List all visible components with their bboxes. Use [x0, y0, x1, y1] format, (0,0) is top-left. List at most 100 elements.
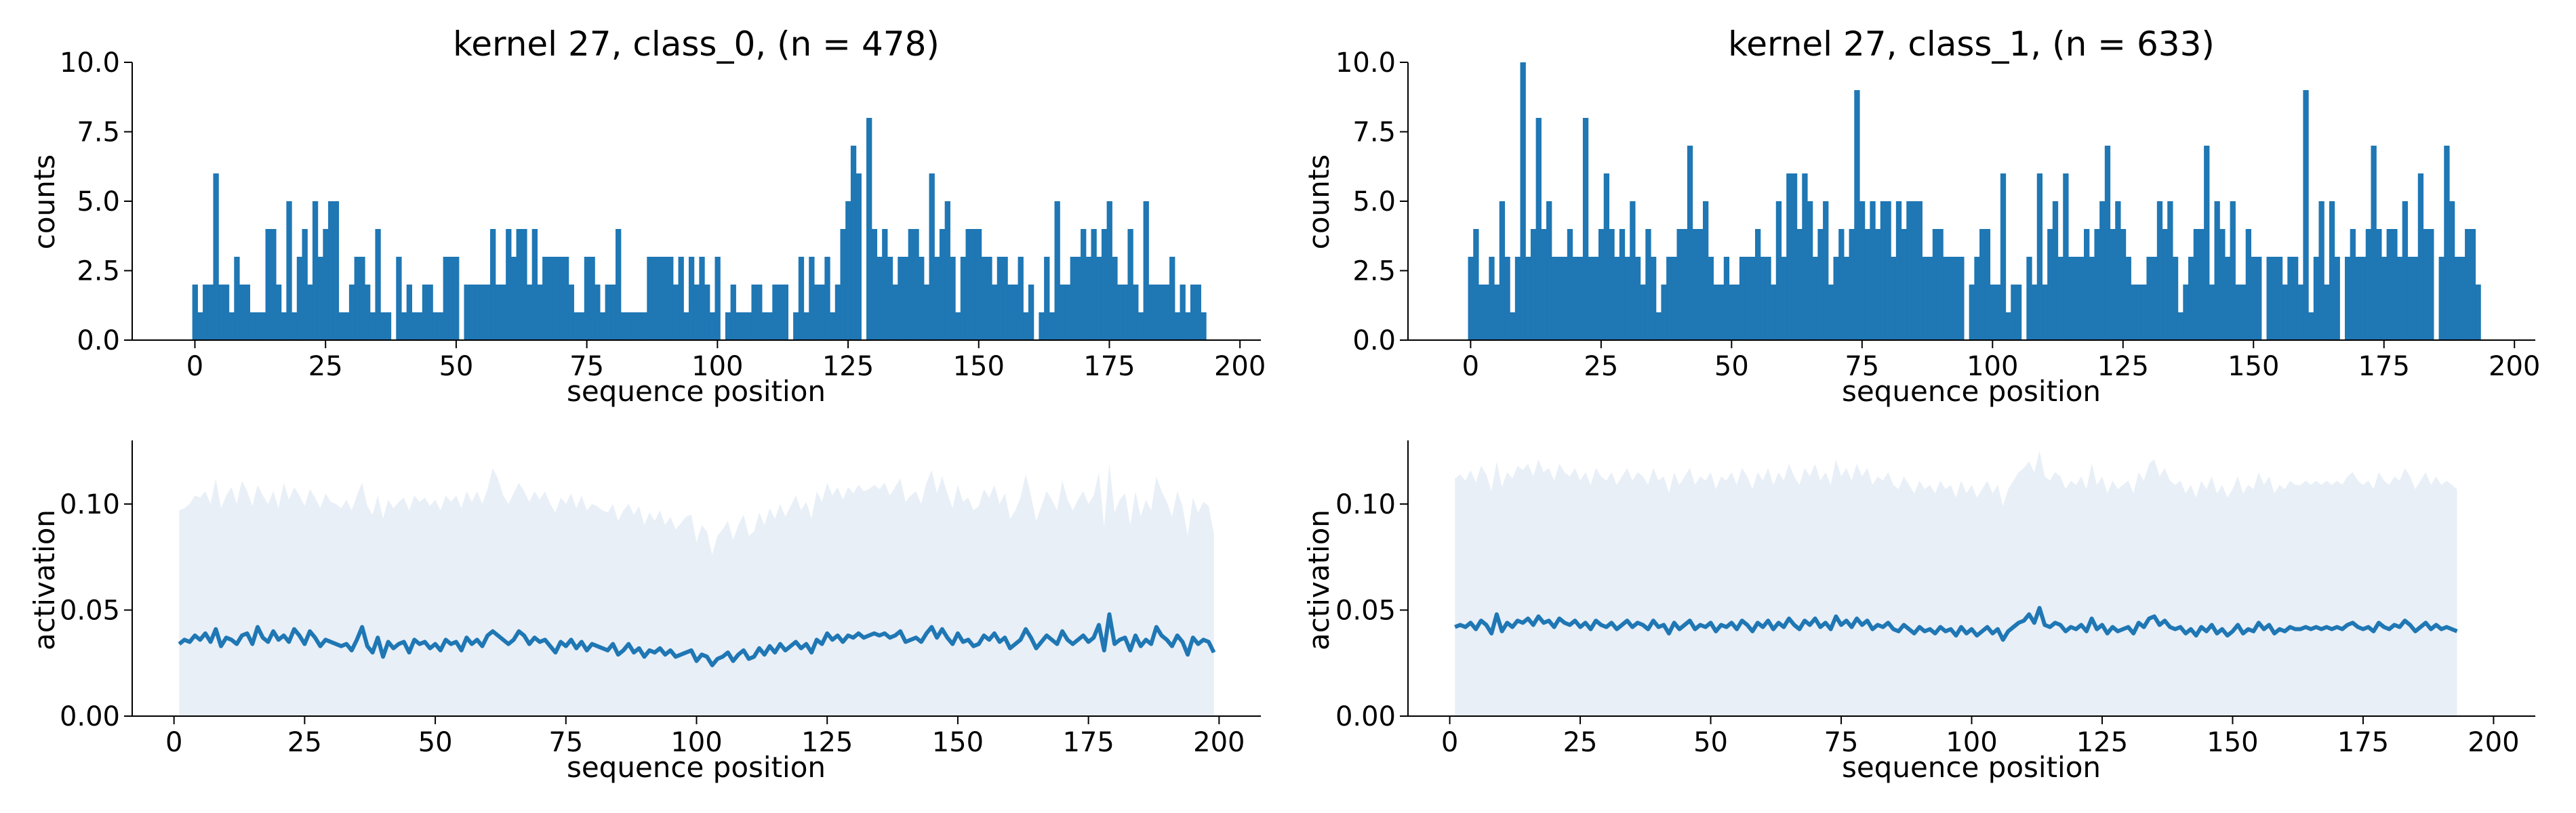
bar	[887, 257, 893, 340]
x-axis-label: sequence position	[567, 751, 826, 784]
bar	[688, 257, 695, 340]
bar	[834, 285, 841, 340]
bar	[662, 257, 668, 340]
bar	[651, 257, 658, 340]
bar	[344, 312, 350, 340]
bar	[2423, 229, 2429, 340]
x-axis-label: sequence position	[1842, 751, 2101, 784]
bar	[2292, 257, 2299, 340]
bar	[2000, 173, 2007, 340]
bar	[693, 285, 700, 340]
bar	[986, 257, 992, 340]
bar	[1577, 257, 1584, 340]
y-tick-label: 0.10	[1335, 489, 1396, 520]
bar	[568, 285, 574, 340]
y-axis-label: counts	[1302, 154, 1335, 249]
bar	[777, 285, 784, 340]
bar	[385, 312, 392, 340]
bar	[736, 312, 742, 340]
bar	[1922, 257, 1928, 340]
bar	[485, 285, 491, 340]
x-tick-label: 100	[1967, 351, 2018, 382]
bar	[2052, 201, 2059, 340]
bar	[1201, 312, 1207, 340]
bar	[2438, 257, 2444, 340]
bar	[803, 312, 809, 340]
bar	[2454, 257, 2460, 340]
bar	[1765, 257, 1771, 340]
bar	[417, 312, 423, 340]
bar	[1750, 257, 1756, 340]
x-tick-label: 125	[2076, 727, 2128, 758]
bar	[1702, 201, 1709, 340]
bar	[296, 257, 303, 340]
bar	[1002, 257, 1008, 340]
bar	[348, 285, 355, 340]
bar	[902, 257, 909, 340]
bar	[1979, 229, 1986, 340]
bar	[338, 312, 344, 340]
bar	[1682, 229, 1688, 340]
activation-class-0: sequence position activation 0 25 50 75 100 1…	[28, 440, 1261, 784]
bar	[1551, 257, 1558, 340]
bar	[1901, 229, 1907, 340]
band-area	[179, 463, 1214, 716]
bar	[2428, 229, 2434, 340]
bar	[286, 201, 292, 340]
bar	[1812, 257, 1818, 340]
bar	[1483, 285, 1489, 340]
bar	[406, 285, 412, 340]
bar	[1875, 229, 1881, 340]
bar	[552, 257, 559, 340]
bar	[1885, 201, 1891, 340]
y-tick-label: 0.00	[60, 701, 120, 732]
bar	[260, 312, 266, 340]
bar	[333, 201, 340, 340]
bar	[1932, 229, 1939, 340]
bar	[2470, 229, 2476, 340]
x-tick-label: 100	[1946, 727, 1997, 758]
bar	[2104, 146, 2111, 340]
bar	[2276, 257, 2283, 340]
bar	[715, 257, 721, 340]
bar	[2193, 229, 2200, 340]
bar	[761, 312, 768, 340]
x-tick-label: 0	[186, 351, 203, 382]
bar	[1112, 257, 1118, 340]
bar	[474, 285, 481, 340]
bar	[2026, 257, 2032, 340]
x-tick-label: 150	[932, 727, 984, 758]
bar	[746, 312, 752, 340]
bar	[2287, 257, 2293, 340]
bar	[1195, 285, 1201, 340]
x-tick-label: 150	[2228, 351, 2279, 382]
bar	[1012, 285, 1019, 340]
bar	[1556, 257, 1563, 340]
bar	[981, 257, 987, 340]
bar	[411, 312, 418, 340]
bar	[2413, 257, 2419, 340]
bar	[2272, 257, 2278, 340]
bar	[302, 229, 308, 340]
bar	[2324, 285, 2330, 340]
bar	[2136, 285, 2142, 340]
series-line	[1454, 606, 2458, 642]
bar	[479, 285, 485, 340]
x-tick-label: 0	[1441, 727, 1458, 758]
bar	[2167, 201, 2173, 340]
bar	[1645, 229, 1651, 340]
bar	[2459, 257, 2466, 340]
bar	[626, 312, 632, 340]
bar	[2084, 229, 2090, 340]
bar	[929, 173, 935, 340]
bar	[751, 285, 757, 340]
bar	[2172, 257, 2179, 340]
bar	[992, 285, 998, 340]
bar	[1713, 285, 1719, 340]
bar	[1744, 257, 1750, 340]
bar	[2334, 257, 2340, 340]
bar	[1096, 257, 1102, 340]
bar	[2011, 285, 2017, 340]
bar	[2297, 285, 2303, 340]
bar	[1619, 229, 1626, 340]
